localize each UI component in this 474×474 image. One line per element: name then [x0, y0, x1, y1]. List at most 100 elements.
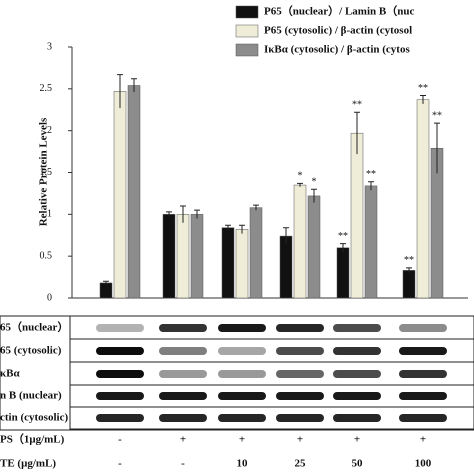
- error-bar: [434, 122, 440, 174]
- blot-row-label: κBα: [0, 368, 20, 380]
- error-bar: [117, 74, 123, 109]
- bar: [416, 99, 430, 299]
- blot-band: [276, 370, 324, 378]
- blot-band: [276, 392, 324, 400]
- blot-band: [159, 392, 207, 400]
- blot-band: [218, 347, 266, 355]
- blot-band: [96, 414, 144, 422]
- legend-label: P65（nuclear）/ Lamin B（nuc: [264, 5, 414, 18]
- bar: [336, 247, 350, 299]
- blot-band: [399, 392, 447, 400]
- blot-band: [276, 414, 324, 422]
- error-bar: [406, 267, 412, 273]
- blot-band: [333, 347, 381, 355]
- error-bar: [131, 78, 137, 93]
- treatment-label: PS（1μg/mL): [0, 433, 65, 446]
- blot-band: [96, 324, 144, 332]
- error-bar: [297, 182, 303, 187]
- significance-mark: **: [432, 110, 442, 121]
- error-bar: [253, 204, 259, 211]
- treatment-value: +: [180, 434, 186, 446]
- blot-band: [96, 347, 144, 355]
- blot-band: [218, 392, 266, 400]
- blot-band: [399, 347, 447, 355]
- y-tick-label: 0: [47, 292, 52, 303]
- bar: [162, 214, 176, 299]
- treatment-value: +: [239, 434, 245, 446]
- treatment-value: +: [297, 434, 303, 446]
- blot-band: [333, 324, 381, 332]
- y-tick-label: 3: [47, 41, 52, 52]
- bar: [402, 270, 416, 299]
- error-bar: [340, 243, 346, 252]
- treatment-label: TE (μg/mL): [0, 458, 56, 470]
- y-tick-label: 2.5: [40, 83, 53, 94]
- blot-band: [218, 414, 266, 422]
- blot-band: [218, 370, 266, 378]
- blot-band: [399, 370, 447, 378]
- bar: [221, 227, 235, 299]
- y-axis-label: Relative Protein Levels: [38, 117, 50, 226]
- blot-band: [333, 370, 381, 378]
- blot-frame: [0, 315, 474, 431]
- significance-mark: **: [366, 169, 376, 180]
- legend-swatch: [235, 24, 259, 38]
- y-tick-label: 2: [47, 125, 52, 136]
- bar: [127, 85, 141, 299]
- bar: [99, 282, 113, 299]
- error-bar: [311, 188, 317, 203]
- error-bar: [354, 111, 360, 155]
- blot-band: [159, 347, 207, 355]
- significance-mark: **: [418, 83, 428, 94]
- blot-band: [96, 370, 144, 378]
- error-bar: [283, 227, 289, 245]
- treatment-value: 25: [295, 458, 307, 470]
- y-tick-label: 1.5: [40, 167, 53, 178]
- blot-band: [333, 392, 381, 400]
- significance-mark: **: [352, 100, 362, 111]
- significance-mark: **: [338, 231, 348, 242]
- blot-row-label: 65（nuclear）: [0, 321, 68, 334]
- significance-mark: **: [404, 255, 414, 266]
- legend-swatch: [235, 5, 259, 19]
- error-bar: [180, 205, 186, 223]
- treatment-value: 100: [415, 458, 432, 470]
- treatment-value: -: [118, 458, 122, 470]
- significance-mark: *: [312, 177, 317, 188]
- blot-band: [218, 324, 266, 332]
- blot-row-label: n B (nuclear): [0, 390, 62, 402]
- treatment-value: +: [420, 434, 426, 446]
- treatment-value: -: [118, 434, 122, 446]
- bar: [176, 214, 190, 299]
- blot-band: [333, 414, 381, 422]
- bar: [249, 207, 263, 299]
- error-bar: [239, 224, 245, 234]
- y-tick-label: 0.5: [40, 250, 53, 261]
- bar: [113, 91, 127, 299]
- blot-band: [159, 324, 207, 332]
- treatment-value: 50: [352, 458, 364, 470]
- treatment-value: -: [181, 458, 185, 470]
- treatment-value: +: [354, 434, 360, 446]
- blot-band: [159, 414, 207, 422]
- blot-band: [276, 324, 324, 332]
- y-tick-label: 1: [47, 209, 52, 220]
- blot-band: [399, 414, 447, 422]
- blot-row-label: 65 (cytosolic): [0, 345, 62, 357]
- blot-row-label: ctin (cytosolic): [0, 412, 68, 424]
- error-bar: [420, 95, 426, 104]
- bar: [190, 214, 204, 299]
- error-bar: [103, 280, 109, 285]
- bar: [235, 229, 249, 299]
- treatment-value: 10: [237, 458, 249, 470]
- bar: [364, 185, 378, 299]
- error-bar: [166, 211, 172, 217]
- blot-band: [96, 392, 144, 400]
- legend-label: P65 (cytosolic) / β-actin (cytosol: [264, 25, 412, 37]
- error-bar: [194, 209, 200, 219]
- bar: [307, 195, 321, 299]
- legend-swatch: [235, 43, 259, 57]
- error-bar: [368, 181, 374, 191]
